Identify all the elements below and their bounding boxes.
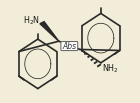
Text: H$_2$N: H$_2$N <box>23 14 40 27</box>
Polygon shape <box>40 22 59 41</box>
Text: Abs: Abs <box>62 42 76 51</box>
FancyBboxPatch shape <box>61 42 78 51</box>
Text: NH$_2$: NH$_2$ <box>102 63 119 75</box>
